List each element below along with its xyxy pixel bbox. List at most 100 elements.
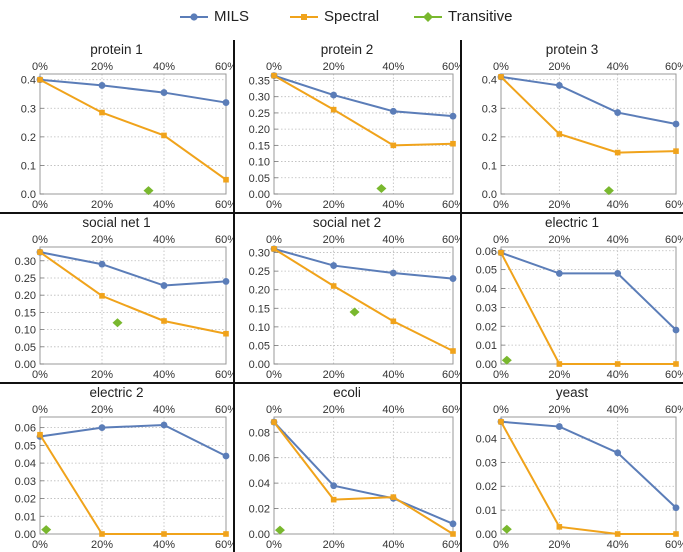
legend-label-transitive: Transitive xyxy=(448,8,513,25)
data-point-mils xyxy=(160,421,168,429)
plot-frame xyxy=(273,416,454,535)
chart-svg: 0.0 0.1 0.2 0.3 0.4 0% 0% 20% 20% 40% 40% 60% 60% xyxy=(482,61,683,211)
chart-panel: ecoli 0.00 0.02 0.04 0.06 0.08 0% 0% 20% 20% 40% 40… xyxy=(234,383,460,552)
x-tick-label-bottom: 20% xyxy=(548,199,570,211)
data-point-spectral xyxy=(450,531,456,537)
chart-svg: 0.00 0.05 0.10 0.15 0.20 0.25 0.30 0% 0% 20% 20% 40… xyxy=(249,234,460,381)
plot-frame xyxy=(273,246,454,365)
series-line-mils xyxy=(500,75,677,125)
data-point-spectral xyxy=(390,142,397,149)
y-tick-label: 0.15 xyxy=(249,140,270,152)
data-point-mils xyxy=(614,109,622,116)
x-tick-label-bottom: 0% xyxy=(32,199,48,211)
chart-panel: electric 2 0.00 0.01 0.02 0.03 0.04 0.05 0.06 0%… xyxy=(0,383,233,552)
y-tick-label: 0.20 xyxy=(249,124,270,136)
x-tick-label-top: 60% xyxy=(215,61,233,73)
data-point-spectral xyxy=(330,106,337,113)
y-tick-label: 0.2 xyxy=(21,132,36,144)
y-tick-label: 0.10 xyxy=(15,325,36,337)
x-tick-label-top: 40% xyxy=(607,404,629,416)
y-tick-label: 0.08 xyxy=(249,427,270,439)
data-point-spectral xyxy=(673,361,679,367)
x-tick-label-top: 40% xyxy=(382,404,404,416)
x-tick-label-top: 60% xyxy=(215,404,233,416)
data-point-mils xyxy=(98,424,106,432)
data-point-spectral xyxy=(271,72,277,79)
y-tick-label: 0.15 xyxy=(249,303,270,315)
chart-panel: protein 3 0.0 0.1 0.2 0.3 0.4 0% 0% 20% 20% 40% 40%… xyxy=(461,40,683,212)
legend-item-spectral: Spectral xyxy=(290,8,379,25)
data-point-mils xyxy=(330,482,338,490)
plot-frame xyxy=(500,416,677,535)
x-tick-label-top: 60% xyxy=(442,234,460,246)
data-point-spectral xyxy=(330,283,337,289)
x-tick-label-bottom: 0% xyxy=(493,199,509,211)
x-tick-label-top: 40% xyxy=(153,404,175,416)
x-tick-label-top: 40% xyxy=(382,234,404,246)
data-point-transitive xyxy=(603,186,614,196)
data-point-spectral xyxy=(37,431,43,438)
x-tick-label-bottom: 20% xyxy=(91,199,113,211)
data-point-spectral xyxy=(271,419,277,425)
x-tick-label-top: 0% xyxy=(32,234,48,246)
series-line-mils xyxy=(500,420,677,509)
series-line-spectral xyxy=(39,78,227,181)
x-tick-label-top: 60% xyxy=(665,404,683,416)
chart-grid: protein 1 0.0 0.1 0.2 0.3 0.4 0% 0% 20% 20% 40% 40%… xyxy=(0,40,683,552)
data-point-spectral xyxy=(673,148,679,154)
data-point-spectral xyxy=(556,131,563,137)
x-tick-label-bottom: 40% xyxy=(153,369,175,381)
data-point-spectral xyxy=(37,76,43,83)
y-tick-label: 0.10 xyxy=(249,322,270,334)
y-tick-label: 0.00 xyxy=(15,359,36,371)
panel-title: protein 1 xyxy=(90,42,143,57)
x-tick-label-bottom: 40% xyxy=(382,539,404,551)
panel-title: yeast xyxy=(555,385,589,400)
y-tick-label: 0.00 xyxy=(15,529,36,541)
data-point-spectral xyxy=(498,74,504,80)
x-tick-label-bottom: 0% xyxy=(266,199,282,211)
data-point-spectral xyxy=(390,494,397,500)
series-line-spectral xyxy=(500,252,676,365)
y-tick-label: 0.06 xyxy=(476,246,497,258)
data-point-spectral xyxy=(614,149,621,156)
legend-item-mils: MILS xyxy=(180,8,249,25)
chart-panel: social net 2 0.00 0.05 0.10 0.15 0.20 0.25 0.30… xyxy=(234,213,460,382)
x-tick-label-top: 20% xyxy=(91,61,113,73)
data-point-spectral xyxy=(223,176,229,183)
x-tick-label-top: 60% xyxy=(442,404,460,416)
panel-title: social net 2 xyxy=(312,215,382,230)
y-tick-label: 0.1 xyxy=(482,160,497,172)
y-tick-label: 0.20 xyxy=(15,290,36,302)
x-tick-label-bottom: 20% xyxy=(548,539,570,551)
horizontal-divider xyxy=(0,212,683,214)
data-point-mils xyxy=(449,520,457,528)
x-tick-label-top: 20% xyxy=(548,61,570,73)
x-tick-label-bottom: 0% xyxy=(32,369,48,381)
y-tick-label: 0.03 xyxy=(476,457,497,469)
y-tick-label: 0.00 xyxy=(476,359,497,371)
data-point-transitive xyxy=(112,318,123,328)
data-point-transitive xyxy=(274,525,285,535)
x-tick-label-top: 40% xyxy=(607,234,629,246)
y-tick-label: 0.3 xyxy=(482,103,497,115)
panel-title: electric 1 xyxy=(544,215,600,230)
data-point-mils xyxy=(449,112,457,120)
chart-panel: protein 1 0.0 0.1 0.2 0.3 0.4 0% 0% 20% 20% 40% 40%… xyxy=(0,40,233,212)
data-point-spectral xyxy=(556,361,563,367)
x-tick-label-bottom: 40% xyxy=(607,539,629,551)
chart-panel: electric 1 0.00 0.01 0.02 0.03 0.04 0.05 0.06 0%… xyxy=(461,213,683,382)
y-tick-label: 0.30 xyxy=(249,92,270,104)
y-tick-label: 0.06 xyxy=(15,423,36,435)
legend-label-spectral: Spectral xyxy=(324,8,380,25)
series-line-mils xyxy=(500,251,677,331)
plot-frame xyxy=(39,246,227,365)
panel-title: electric 2 xyxy=(89,385,144,400)
series-line-spectral xyxy=(273,248,454,352)
series-line-mils xyxy=(39,78,227,104)
x-tick-label-bottom: 0% xyxy=(266,539,282,551)
data-point-mils xyxy=(330,91,338,99)
chart-panel: social net 1 0.00 0.05 0.10 0.15 0.20 0.25 0.30… xyxy=(0,213,233,382)
x-tick-label-bottom: 60% xyxy=(442,369,460,381)
x-tick-label-bottom: 20% xyxy=(91,369,113,381)
